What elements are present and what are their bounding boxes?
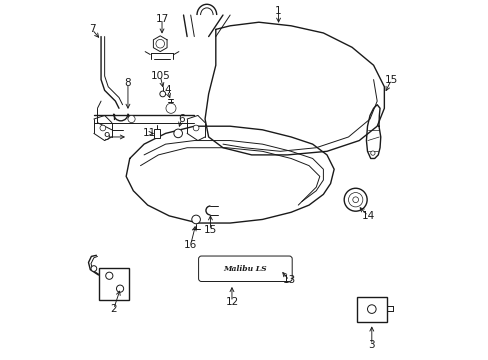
Text: 7: 7 [89,24,95,35]
Circle shape [344,188,366,211]
Text: 1: 1 [275,6,281,17]
Circle shape [168,105,174,111]
Circle shape [160,91,165,97]
Bar [356,297,386,321]
Circle shape [193,125,199,131]
Text: 14: 14 [361,211,374,221]
FancyBboxPatch shape [198,256,292,282]
Circle shape [370,151,374,155]
Circle shape [165,103,176,113]
Circle shape [352,197,358,203]
Text: 12: 12 [225,297,238,307]
Text: 105: 105 [150,71,170,81]
Circle shape [191,215,200,224]
Circle shape [156,40,164,48]
Text: 9: 9 [103,132,109,142]
Text: 13: 13 [282,275,295,285]
Bar [99,268,129,300]
Circle shape [367,305,375,314]
Circle shape [128,116,135,123]
Bar [154,129,160,138]
Circle shape [91,266,97,271]
Circle shape [100,125,105,131]
Text: 8: 8 [124,78,131,88]
Text: 11: 11 [142,129,156,138]
Circle shape [105,272,113,279]
Text: 4: 4 [164,85,170,95]
Circle shape [116,285,123,292]
Text: 15: 15 [203,225,217,235]
Text: 2: 2 [110,304,117,314]
Circle shape [174,129,182,138]
Text: Malibu LS: Malibu LS [223,265,266,273]
Text: 6: 6 [178,114,184,124]
Text: 3: 3 [368,340,374,350]
Text: 16: 16 [183,239,197,249]
Text: 17: 17 [155,14,168,24]
Text: 15: 15 [384,75,397,85]
Circle shape [348,193,362,207]
